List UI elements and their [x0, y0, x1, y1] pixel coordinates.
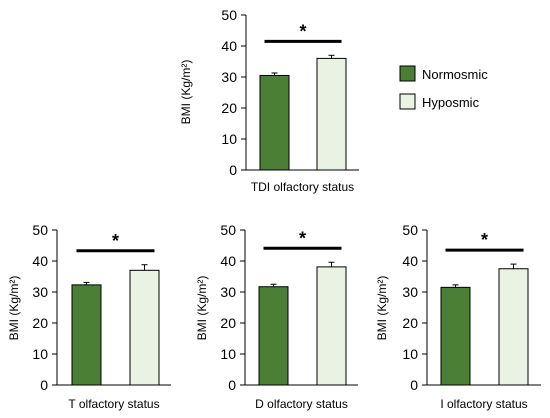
chart-panel-2: 0 10 20 30 40 50 * BMI (Kg/m²) D olfactory statu…	[195, 222, 358, 411]
x-axis-title: I olfactory status	[440, 397, 527, 411]
significance-star: *	[299, 228, 306, 248]
y-tick-label: 30	[220, 284, 236, 300]
chart-panels: 0 10 20 30 40 50 * BMI (Kg/m²) TDI olfactory sta…	[7, 7, 541, 411]
y-tick-label: 0	[40, 377, 48, 393]
y-tick-label: 0	[229, 162, 237, 178]
y-axis-title: BMI (Kg/m²)	[195, 276, 209, 341]
bar-normosmic	[259, 74, 290, 171]
legend-swatch-normosmic	[399, 65, 416, 82]
y-tick-label: 30	[221, 69, 237, 85]
y-axis-title: BMI (Kg/m²)	[179, 60, 193, 125]
y-tick-label: 10	[32, 346, 48, 362]
y-tick-label: 20	[221, 100, 237, 116]
bar-normosmic	[258, 286, 289, 386]
y-tick-label: 50	[220, 222, 236, 238]
y-tick-label: 40	[402, 253, 418, 269]
chart-panel-1: 0 10 20 30 40 50 * BMI (Kg/m²) T olfactory statu…	[7, 222, 171, 411]
significance-star: *	[299, 21, 306, 41]
significance-star: *	[112, 231, 119, 251]
significance-star: *	[481, 230, 488, 250]
y-tick-label: 20	[402, 315, 418, 331]
bar-hyposmic	[316, 266, 347, 386]
y-tick-label: 0	[228, 377, 236, 393]
legend-label-hyposmic: Hyposmic	[422, 95, 480, 110]
y-tick-label: 50	[32, 222, 48, 238]
y-axis-title: BMI (Kg/m²)	[375, 276, 389, 341]
y-axis-title: BMI (Kg/m²)	[7, 276, 21, 341]
y-tick-label: 20	[220, 315, 236, 331]
y-tick-label: 20	[32, 315, 48, 331]
y-tick-label: 40	[220, 253, 236, 269]
y-tick-label: 40	[221, 38, 237, 54]
legend-swatch-hyposmic	[399, 93, 416, 110]
y-tick-label: 30	[402, 284, 418, 300]
x-axis-title: TDI olfactory status	[251, 180, 354, 194]
bar-hyposmic	[498, 268, 529, 386]
y-tick-label: 10	[221, 131, 237, 147]
y-tick-label: 10	[220, 346, 236, 362]
y-tick-label: 50	[402, 222, 418, 238]
bar-normosmic	[440, 286, 471, 386]
y-tick-label: 10	[402, 346, 418, 362]
bar-hyposmic	[129, 269, 160, 386]
y-tick-label: 50	[221, 7, 237, 23]
bar-normosmic	[71, 284, 102, 386]
chart-panel-0: 0 10 20 30 40 50 * BMI (Kg/m²) TDI olfactory sta…	[179, 7, 359, 194]
y-tick-label: 30	[32, 284, 48, 300]
y-tick-label: 40	[32, 253, 48, 269]
bar-hyposmic	[316, 57, 347, 171]
chart-panel-3: 0 10 20 30 40 50 * BMI (Kg/m²) I olfactory statu…	[375, 222, 541, 411]
legend: Normosmic Hyposmic	[399, 65, 488, 110]
y-tick-label: 0	[410, 377, 418, 393]
x-axis-title: T olfactory status	[68, 397, 159, 411]
legend-label-normosmic: Normosmic	[422, 67, 488, 82]
x-axis-title: D olfactory status	[255, 397, 348, 411]
